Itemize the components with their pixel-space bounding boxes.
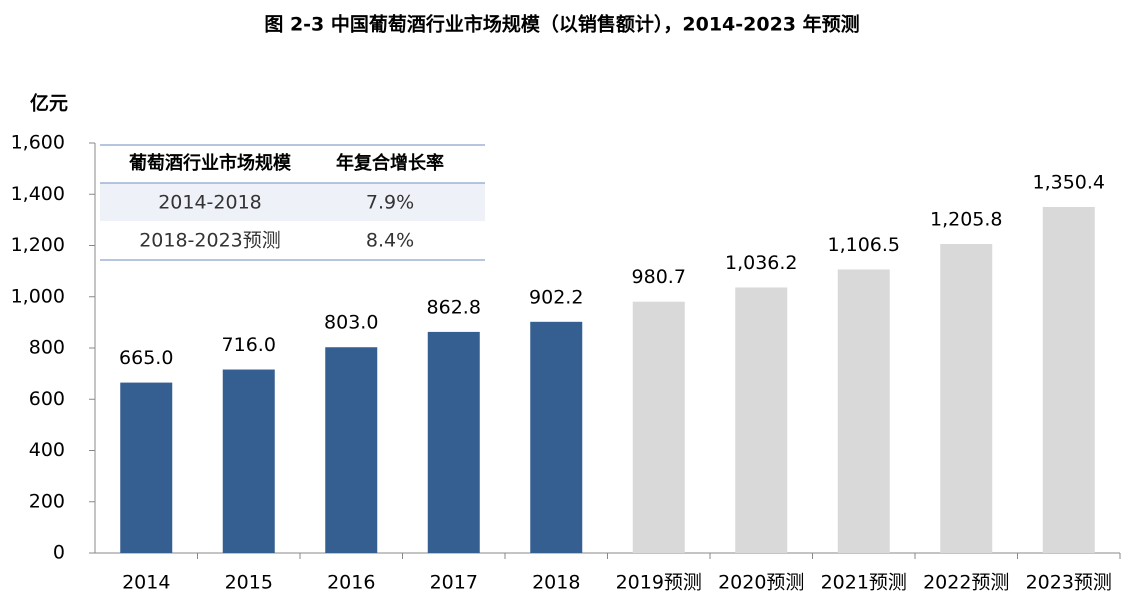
value-label: 980.7	[632, 266, 686, 288]
value-label: 1,350.4	[1032, 171, 1105, 193]
bar	[530, 321, 583, 553]
x-tick-label: 2021预测	[821, 572, 907, 594]
y-tick-label: 400	[29, 439, 65, 461]
y-tick-label: 1,200	[11, 234, 65, 256]
bar	[325, 347, 378, 553]
y-tick-label: 600	[29, 388, 65, 410]
table-cell: 2018-2023预测	[139, 230, 281, 252]
y-axis-label: 亿元	[30, 92, 68, 115]
bar	[837, 269, 890, 553]
bar	[940, 244, 993, 554]
value-label: 902.2	[529, 286, 583, 308]
x-tick-label: 2015	[225, 572, 273, 594]
x-tick-label: 2016	[327, 572, 375, 594]
value-label: 1,205.8	[930, 209, 1003, 231]
table-header: 葡萄酒行业市场规模	[128, 152, 292, 174]
bar	[1042, 206, 1095, 553]
x-tick-label: 2020预测	[718, 572, 804, 594]
y-tick-label: 1,400	[11, 183, 65, 205]
y-tick-label: 800	[29, 337, 65, 359]
y-tick-label: 1,600	[11, 132, 65, 154]
value-label: 803.0	[324, 312, 378, 334]
bar	[222, 369, 275, 553]
x-tick-label: 2014	[122, 572, 170, 594]
table-cell: 7.9%	[366, 192, 414, 214]
bar	[632, 301, 685, 553]
bar	[735, 287, 788, 553]
x-tick-label: 2022预测	[923, 572, 1009, 594]
x-tick-label: 2017	[430, 572, 478, 594]
value-label: 862.8	[427, 296, 481, 318]
chart-title: 图 2-3 中国葡萄酒行业市场规模（以销售额计），2014-2023 年预测	[264, 13, 859, 36]
x-tick-label: 2023预测	[1026, 572, 1112, 594]
value-label: 665.0	[119, 347, 173, 369]
table-cell: 2014-2018	[158, 192, 262, 214]
y-tick-label: 0	[53, 542, 65, 564]
value-label: 716.0	[222, 334, 276, 356]
bar	[120, 382, 173, 553]
x-tick-label: 2018	[532, 572, 580, 594]
value-label: 1,106.5	[827, 234, 900, 256]
table-cell: 8.4%	[366, 230, 414, 252]
x-tick-label: 2019预测	[616, 572, 702, 594]
value-label: 1,036.2	[725, 252, 798, 274]
table-header: 年复合增长率	[336, 152, 444, 174]
bar	[427, 331, 480, 553]
y-tick-label: 1,000	[11, 285, 65, 307]
y-tick-label: 200	[29, 490, 65, 512]
table-row-bg	[100, 183, 485, 221]
